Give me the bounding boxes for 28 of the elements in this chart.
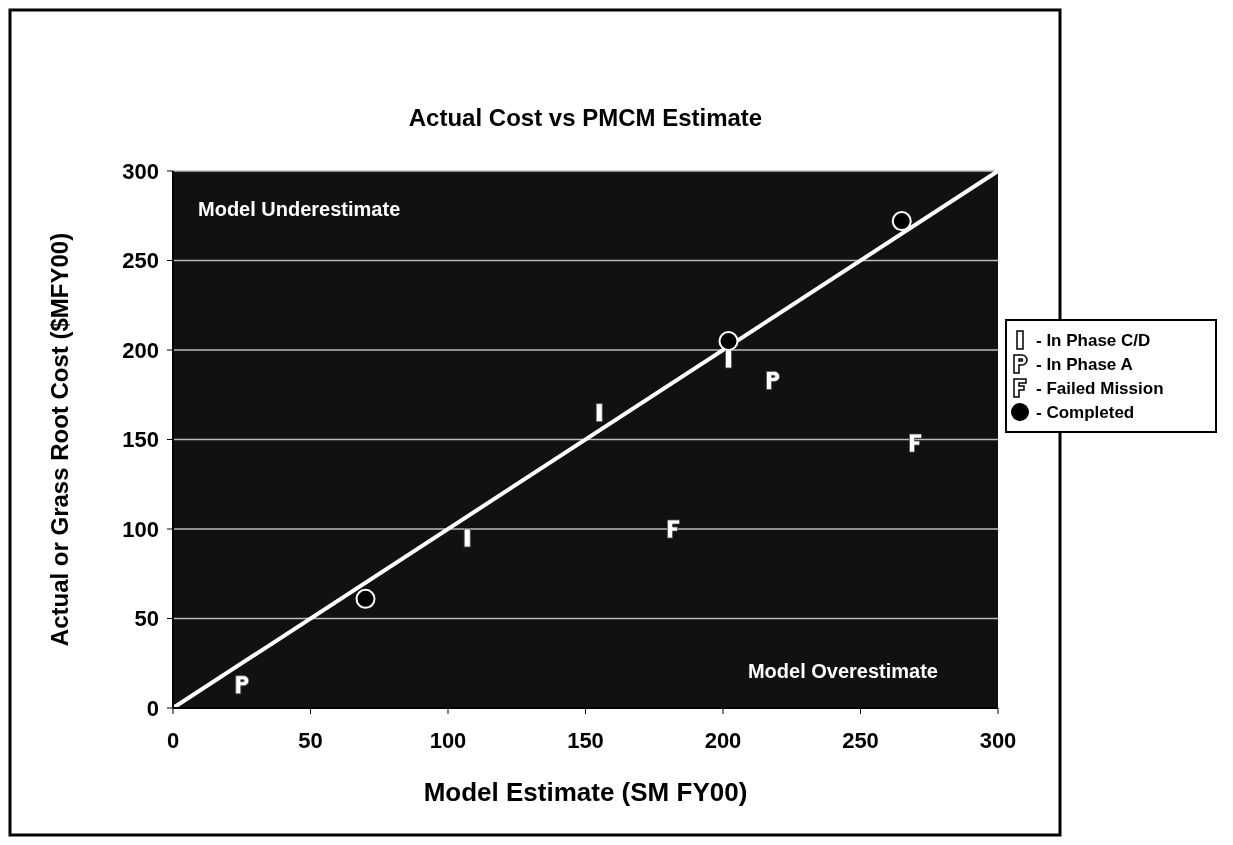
y-tick-label: 50	[134, 606, 159, 632]
legend-label: - In Phase C/D	[1036, 330, 1151, 350]
x-tick-label: 250	[842, 728, 879, 753]
legend-label: - In Phase A	[1036, 354, 1133, 374]
y-tick-label: 200	[122, 337, 159, 363]
x-tick-label: 150	[567, 728, 604, 753]
x-tick-label: 300	[979, 728, 1017, 753]
point	[355, 588, 376, 609]
point	[718, 331, 739, 352]
x-axis-title: Model Estimate (SM FY00)	[423, 777, 748, 807]
y-tick-label: 250	[122, 248, 159, 274]
point	[235, 675, 250, 695]
annotation: Model Underestimate	[198, 198, 401, 220]
point	[891, 211, 912, 232]
legend-label: - Failed Mission	[1036, 378, 1164, 398]
chart-title: Actual Cost vs PMCM Estimate	[408, 104, 763, 131]
x-tick-label: 50	[298, 728, 323, 753]
annotation: Model Overestimate	[747, 660, 938, 682]
x-tick-label: 200	[704, 728, 742, 753]
point	[766, 371, 780, 390]
y-tick-label: 100	[122, 516, 159, 542]
y-tick-label: 300	[122, 158, 159, 184]
y-tick-label: 0	[146, 695, 159, 721]
legend-label: - Completed	[1036, 402, 1135, 422]
x-tick-label: 0	[166, 728, 180, 753]
y-axis-title: Actual or Grass Root Cost ($MFY00)	[46, 232, 73, 647]
y-tick-label: 150	[122, 427, 159, 453]
x-tick-label: 100	[429, 728, 467, 753]
